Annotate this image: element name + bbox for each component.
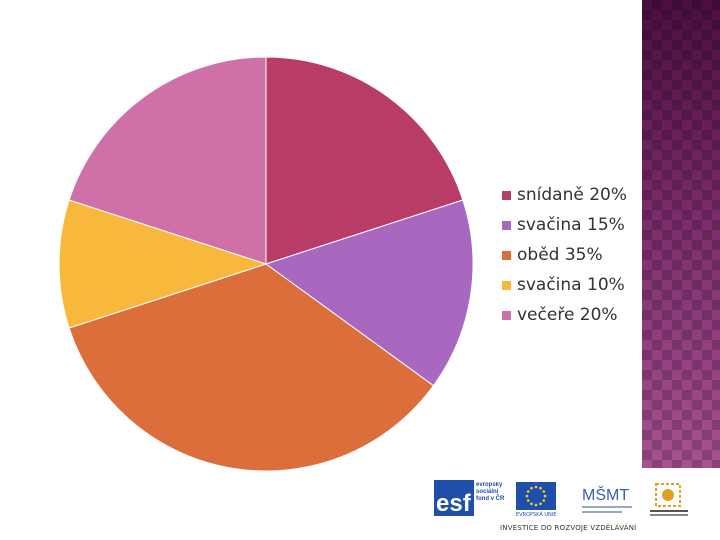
esf-logo: esf evropský sociální fond v ČR	[434, 480, 505, 517]
legend-swatch	[502, 250, 511, 260]
msmt-letters: MŠMT	[582, 485, 629, 504]
legend-label: večeře 20%	[517, 305, 618, 325]
op-vzdelavani-logo	[650, 483, 688, 516]
funding-logo-bar: esf evropský sociální fond v ČR EVROPSKÁ…	[430, 476, 720, 540]
eu-caption: EVROPSKÁ UNIE	[516, 512, 557, 518]
esf-letters: esf	[436, 490, 472, 517]
legend-swatch	[502, 310, 511, 320]
legend-item-2: oběd 35%	[502, 240, 627, 270]
eu-star-icon	[530, 502, 533, 506]
esf-text: evropský sociální fond v ČR	[476, 482, 505, 502]
funding-tagline: INVESTICE DO ROZVOJE VZDĚLÁVÁNÍ	[500, 524, 637, 532]
decorative-side-band	[642, 0, 720, 468]
legend-label: snídaně 20%	[517, 185, 627, 205]
legend-item-4: večeře 20%	[502, 300, 627, 330]
eu-star-icon	[526, 499, 530, 502]
chart-legend: snídaně 20% svačina 15% oběd 35% svačina 10…	[502, 180, 627, 330]
legend-label: oběd 35%	[517, 245, 603, 265]
pie-chart	[58, 56, 474, 472]
eu-star-icon	[534, 503, 538, 507]
legend-item-1: svačina 15%	[502, 210, 627, 240]
legend-swatch	[502, 220, 511, 230]
eu-star-icon	[525, 494, 529, 498]
eu-star-icon	[530, 486, 533, 490]
eu-star-icon	[542, 490, 546, 493]
msmt-logo: MŠMT	[582, 485, 632, 513]
eu-star-icon	[543, 494, 547, 498]
pie-slice-0	[265, 56, 464, 265]
legend-label: svačina 10%	[517, 275, 625, 295]
legend-swatch	[502, 280, 511, 290]
pie-slice-1	[264, 199, 474, 387]
eu-flag-logo	[516, 482, 556, 510]
eu-star-icon	[539, 486, 542, 490]
eu-star-icon	[539, 502, 542, 506]
legend-item-0: snídaně 20%	[502, 180, 627, 210]
pie-slice-4	[68, 56, 267, 265]
legend-label: svačina 15%	[517, 215, 625, 235]
eu-star-icon	[534, 485, 538, 489]
legend-item-3: svačina 10%	[502, 270, 627, 300]
pie-slice-2	[68, 263, 435, 472]
eu-star-icon	[526, 490, 530, 493]
pie-slice-3	[58, 199, 268, 329]
eu-star-icon	[542, 499, 546, 502]
legend-swatch	[502, 190, 511, 200]
